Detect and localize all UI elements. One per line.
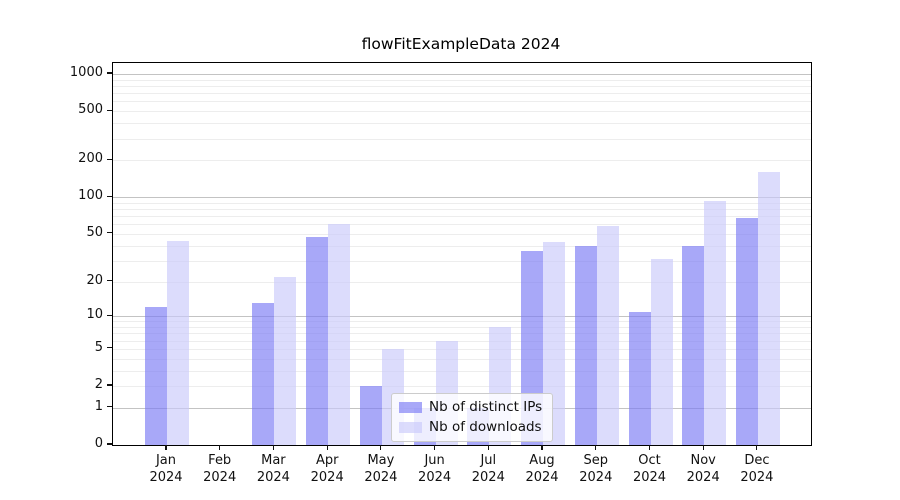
minor-gridline bbox=[113, 93, 811, 95]
minor-gridline bbox=[113, 224, 811, 226]
minor-gridline bbox=[113, 160, 811, 162]
bar-distinct-ips-oct bbox=[628, 311, 651, 445]
minor-gridline bbox=[113, 260, 811, 262]
major-gridline bbox=[113, 74, 811, 75]
x-tick-label: Apr 2024 bbox=[310, 453, 344, 485]
x-tick-mark bbox=[648, 445, 651, 450]
x-tick-label: Feb 2024 bbox=[203, 453, 237, 485]
x-tick-label: Nov 2024 bbox=[686, 453, 720, 485]
chart-title: flowFitExampleData 2024 bbox=[361, 35, 561, 53]
major-gridline bbox=[113, 197, 811, 199]
bar-distinct-ips-may bbox=[359, 386, 382, 445]
minor-gridline bbox=[113, 79, 811, 81]
x-tick-mark bbox=[487, 445, 489, 450]
y-tick-mark bbox=[107, 384, 112, 386]
legend: Nb of distinct IPs Nb of downloads bbox=[391, 393, 554, 442]
minor-gridline bbox=[113, 216, 811, 218]
minor-gridline bbox=[113, 333, 811, 335]
minor-gridline bbox=[113, 321, 811, 323]
legend-swatch-icon bbox=[399, 421, 422, 433]
x-tick-label: Sep 2024 bbox=[579, 453, 613, 485]
minor-gridline bbox=[113, 111, 811, 113]
bar-distinct-ips-nov bbox=[682, 245, 705, 445]
minor-gridline bbox=[113, 233, 811, 235]
legend-item: Nb of distinct IPs bbox=[399, 399, 542, 415]
bar-distinct-ips-sep bbox=[574, 245, 597, 445]
y-tick-label: 0 bbox=[94, 436, 103, 451]
y-tick-label: 20 bbox=[86, 272, 103, 288]
y-tick-label: 50 bbox=[86, 224, 103, 240]
minor-gridline bbox=[113, 86, 811, 87]
x-tick-mark bbox=[165, 445, 167, 450]
x-tick-label: Jan 2024 bbox=[149, 453, 183, 485]
bar-distinct-ips-dec bbox=[735, 217, 758, 445]
y-tick-mark bbox=[107, 347, 112, 349]
minor-gridline bbox=[113, 202, 811, 204]
x-tick-mark bbox=[326, 445, 328, 450]
x-tick-label: Jul 2024 bbox=[471, 453, 505, 485]
y-tick-label: 5 bbox=[94, 339, 103, 355]
minor-gridline bbox=[113, 348, 811, 350]
bar-downloads-jan bbox=[167, 240, 189, 445]
x-tick-mark bbox=[380, 445, 382, 450]
bar-downloads-dec bbox=[757, 172, 780, 445]
y-tick-mark bbox=[107, 443, 112, 445]
major-gridline bbox=[113, 316, 811, 318]
minor-gridline bbox=[113, 327, 811, 328]
legend-item: Nb of downloads bbox=[399, 419, 542, 435]
legend-label: Nb of downloads bbox=[429, 419, 542, 435]
x-tick-mark bbox=[756, 445, 758, 450]
legend-label: Nb of distinct IPs bbox=[429, 399, 543, 415]
bar-distinct-ips-apr bbox=[306, 237, 329, 445]
y-tick-label: 1000 bbox=[69, 65, 103, 80]
y-tick-mark bbox=[107, 158, 112, 160]
minor-gridline bbox=[113, 386, 811, 387]
bar-downloads-sep bbox=[596, 226, 619, 445]
bar-distinct-ips-mar bbox=[252, 303, 275, 445]
y-tick-mark bbox=[107, 314, 112, 316]
x-tick-mark bbox=[434, 445, 436, 450]
minor-gridline bbox=[113, 138, 811, 140]
x-tick-mark bbox=[595, 445, 597, 450]
x-tick-label: May 2024 bbox=[364, 453, 398, 485]
minor-gridline bbox=[113, 281, 811, 283]
x-tick-label: Oct 2024 bbox=[632, 453, 667, 485]
x-tick-label: Aug 2024 bbox=[525, 453, 559, 485]
x-tick-label: Mar 2024 bbox=[256, 453, 290, 485]
plot-area: Nb of distinct IPs Nb of downloads bbox=[112, 62, 812, 446]
y-tick-label: 500 bbox=[78, 102, 103, 118]
y-tick-label: 200 bbox=[78, 151, 103, 167]
x-tick-mark bbox=[272, 445, 274, 450]
y-tick-mark bbox=[107, 406, 112, 408]
y-tick-label: 2 bbox=[94, 377, 103, 392]
bar-distinct-ips-jan bbox=[145, 307, 167, 445]
y-tick-mark bbox=[107, 195, 112, 197]
y-tick-mark bbox=[107, 72, 112, 74]
minor-gridline bbox=[113, 123, 811, 125]
bar-downloads-oct bbox=[650, 258, 673, 445]
bar-downloads-nov bbox=[704, 200, 727, 445]
y-tick-label: 10 bbox=[86, 307, 103, 323]
y-tick-mark bbox=[107, 279, 112, 282]
minor-gridline bbox=[113, 245, 811, 247]
minor-gridline bbox=[113, 370, 811, 372]
y-tick-label: 1 bbox=[94, 398, 103, 414]
bar-downloads-mar bbox=[274, 276, 297, 445]
x-tick-label: Dec 2024 bbox=[740, 453, 774, 485]
y-tick-label: 100 bbox=[78, 188, 103, 204]
minor-gridline bbox=[113, 340, 811, 342]
x-tick-mark bbox=[541, 445, 543, 450]
x-tick-mark bbox=[219, 445, 221, 450]
x-tick-mark bbox=[702, 445, 704, 450]
minor-gridline bbox=[113, 358, 811, 360]
bar-downloads-apr bbox=[328, 224, 351, 445]
minor-gridline bbox=[113, 209, 811, 210]
minor-gridline bbox=[113, 101, 811, 103]
y-tick-mark bbox=[107, 109, 112, 111]
x-tick-label: Jun 2024 bbox=[418, 453, 452, 485]
y-tick-mark bbox=[107, 232, 112, 234]
legend-swatch-icon bbox=[399, 401, 422, 413]
